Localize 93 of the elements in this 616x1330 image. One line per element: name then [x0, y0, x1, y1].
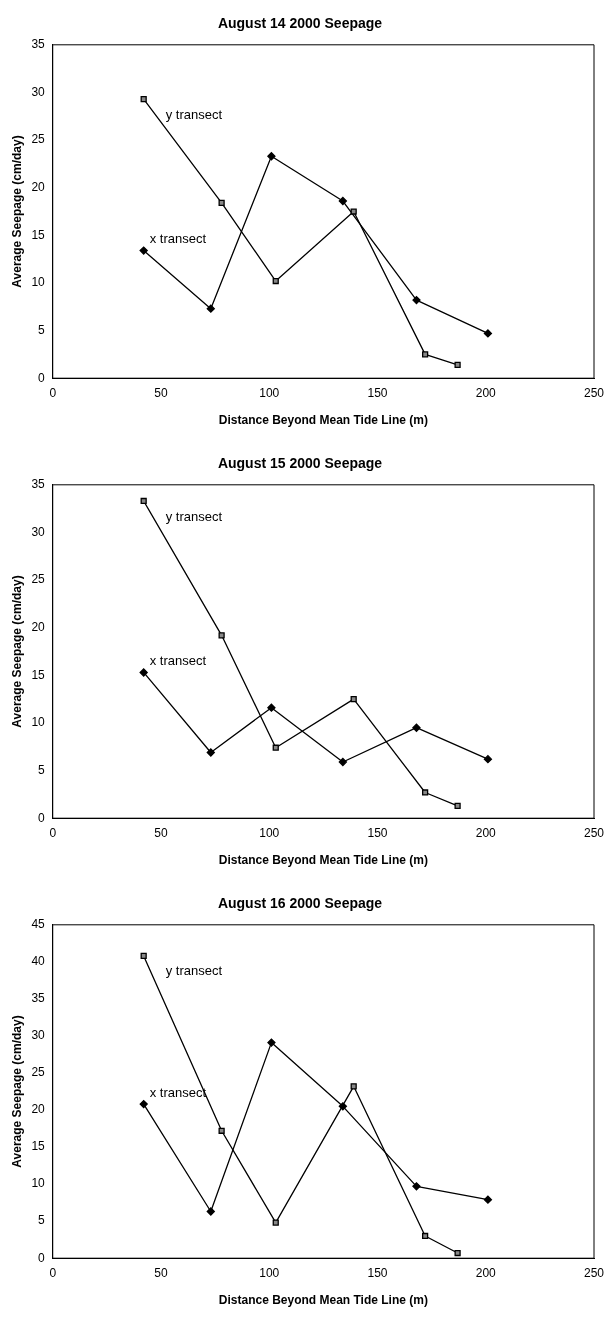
point — [422, 351, 429, 358]
point — [454, 802, 461, 809]
point — [412, 723, 421, 732]
series-label: y transect — [165, 963, 223, 979]
point — [140, 95, 147, 103]
point — [272, 1219, 279, 1226]
y-tick-label: 30 — [31, 524, 46, 539]
point — [140, 952, 147, 960]
x-tick-label: 250 — [583, 385, 605, 400]
y-tick-label: 0 — [38, 370, 46, 385]
y-tick-label: 25 — [31, 132, 46, 147]
chart-title: August 15 2000 Seepage — [217, 455, 383, 472]
point — [412, 1182, 421, 1191]
x-tick-label: 200 — [475, 825, 497, 840]
point — [483, 754, 493, 764]
y-axis-title: Average Seepage (cm/day) — [9, 575, 24, 728]
x-tick-label: 0 — [49, 825, 57, 840]
y-tick-label: 35 — [31, 37, 46, 52]
y-tick-label: 0 — [38, 1250, 46, 1265]
y-tick-label: 15 — [31, 1139, 46, 1154]
x-tick-label: 50 — [154, 1265, 168, 1280]
y-tick-label: 35 — [31, 991, 46, 1006]
x-tick-label: 50 — [154, 385, 168, 400]
x-tick-label: 200 — [475, 385, 497, 400]
y-tick-label: 20 — [31, 180, 46, 194]
y-tick-label: 15 — [31, 227, 46, 242]
y-tick-label: 0 — [38, 810, 46, 825]
x-tick-label: 100 — [259, 385, 280, 400]
x-tick-label: 250 — [583, 1265, 605, 1280]
x-tick-label: 0 — [49, 1265, 57, 1280]
y-tick-label: 45 — [31, 917, 46, 932]
x-tick-label: 50 — [154, 825, 168, 840]
y-tick-label: 20 — [31, 1102, 46, 1117]
point — [267, 703, 276, 712]
point — [267, 1038, 276, 1047]
chart-title: August 14 2000 Seepage — [217, 15, 383, 32]
point — [483, 1195, 493, 1204]
y-tick-label: 20 — [31, 620, 46, 634]
point — [206, 748, 215, 757]
point — [267, 152, 276, 161]
y-tick-label: 5 — [38, 322, 46, 337]
point — [422, 1232, 429, 1240]
point — [483, 329, 493, 338]
y-tick-label: 25 — [31, 572, 46, 587]
y-tick-label: 10 — [31, 275, 46, 290]
y-tick-label: 30 — [31, 84, 46, 99]
x-tick-label: 150 — [367, 1265, 388, 1280]
x-tick-label: 150 — [367, 385, 388, 400]
point — [454, 361, 461, 368]
y-axis-title: Average Seepage (cm/day) — [9, 1015, 24, 1168]
y-tick-label: 10 — [31, 1176, 46, 1191]
point — [272, 744, 279, 751]
point — [338, 757, 348, 767]
point — [218, 1127, 225, 1134]
y-tick-label: 10 — [31, 715, 46, 730]
point — [206, 1207, 215, 1216]
series-label: x transect — [149, 231, 207, 247]
y-tick-label: 5 — [38, 762, 46, 777]
point — [350, 696, 357, 703]
x-tick-label: 250 — [583, 825, 605, 840]
x-tick-label: 100 — [259, 1265, 280, 1280]
x-tick-label: 100 — [259, 825, 280, 840]
point — [350, 208, 357, 215]
x-axis-title: Distance Beyond Mean Tide Line (m) — [218, 413, 428, 428]
y-tick-label: 15 — [31, 667, 46, 682]
point — [140, 497, 147, 505]
x-tick-label: 200 — [475, 1265, 497, 1280]
y-axis-title: Average Seepage (cm/day) — [9, 135, 24, 288]
point — [218, 632, 225, 639]
point — [350, 1083, 357, 1090]
y-tick-label: 5 — [38, 1213, 46, 1228]
x-axis-title: Distance Beyond Mean Tide Line (m) — [218, 853, 428, 868]
point — [422, 789, 429, 796]
point — [218, 199, 225, 207]
y-tick-label: 35 — [31, 477, 46, 492]
series-label: y transect — [165, 508, 223, 524]
point — [139, 668, 148, 677]
point — [412, 295, 421, 305]
point — [206, 304, 215, 313]
y-tick-label: 25 — [31, 1065, 46, 1080]
x-tick-label: 0 — [49, 385, 57, 400]
point — [139, 1099, 148, 1109]
point — [454, 1249, 461, 1257]
x-axis-title: Distance Beyond Mean Tide Line (m) — [218, 1293, 428, 1308]
y-tick-label: 40 — [31, 954, 46, 969]
y-tick-label: 30 — [31, 1028, 46, 1043]
chart-title: August 16 2000 Seepage — [217, 895, 383, 912]
point — [139, 246, 148, 255]
x-tick-label: 150 — [367, 825, 388, 840]
point — [272, 277, 279, 285]
series-label: y transect — [165, 106, 223, 122]
series-label: x transect — [149, 653, 207, 669]
point — [338, 196, 348, 206]
